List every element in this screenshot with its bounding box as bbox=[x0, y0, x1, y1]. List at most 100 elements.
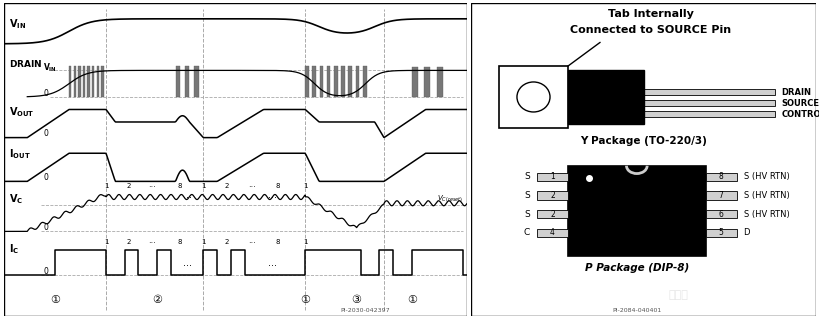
Text: C: C bbox=[523, 228, 529, 237]
Text: SOURCE: SOURCE bbox=[781, 99, 818, 108]
Text: 0: 0 bbox=[43, 130, 48, 138]
Text: D: D bbox=[743, 228, 749, 237]
Bar bbox=[363, 66, 366, 97]
Text: 0: 0 bbox=[43, 223, 48, 232]
Circle shape bbox=[516, 82, 550, 112]
Text: S: S bbox=[523, 210, 529, 219]
Bar bbox=[184, 66, 189, 97]
Text: 8: 8 bbox=[178, 183, 182, 189]
Text: 1: 1 bbox=[550, 172, 554, 181]
Bar bbox=[78, 66, 80, 97]
Text: 8: 8 bbox=[275, 240, 279, 246]
Bar bbox=[643, 100, 774, 106]
Text: Tab Internally: Tab Internally bbox=[607, 10, 693, 19]
Text: S: S bbox=[523, 191, 529, 200]
Bar bbox=[194, 66, 198, 97]
Bar bbox=[355, 66, 359, 97]
Bar bbox=[312, 66, 315, 97]
Text: ...: ... bbox=[247, 236, 256, 246]
Text: 1: 1 bbox=[104, 240, 108, 246]
Text: 8: 8 bbox=[275, 183, 279, 189]
Bar bbox=[536, 210, 568, 218]
Text: 2: 2 bbox=[550, 191, 554, 200]
Text: 2: 2 bbox=[550, 210, 554, 219]
Text: 6: 6 bbox=[718, 210, 722, 219]
Bar bbox=[69, 66, 71, 97]
Text: Connected to SOURCE Pin: Connected to SOURCE Pin bbox=[569, 25, 731, 35]
Text: 1: 1 bbox=[201, 183, 206, 189]
Text: 8: 8 bbox=[178, 240, 182, 246]
Text: PI-2084-040401: PI-2084-040401 bbox=[612, 308, 661, 313]
Text: 2: 2 bbox=[224, 183, 229, 189]
Text: Y Package (TO-220/3): Y Package (TO-220/3) bbox=[580, 136, 706, 146]
Text: ...: ... bbox=[268, 258, 277, 268]
Text: 1: 1 bbox=[303, 240, 307, 246]
Text: 小飞哥: 小飞哥 bbox=[667, 290, 687, 300]
Text: S (HV RTN): S (HV RTN) bbox=[743, 210, 789, 219]
Bar bbox=[411, 67, 418, 97]
Text: CONTROL: CONTROL bbox=[781, 110, 819, 119]
Bar bbox=[643, 111, 774, 117]
Bar bbox=[705, 229, 735, 237]
Text: ①: ① bbox=[300, 295, 310, 305]
Text: $\mathbf{V_{IN}}$: $\mathbf{V_{IN}}$ bbox=[43, 62, 57, 74]
Bar bbox=[568, 70, 643, 123]
Text: ...: ... bbox=[148, 236, 156, 246]
Text: S: S bbox=[523, 172, 529, 181]
Bar bbox=[175, 66, 180, 97]
Bar bbox=[436, 67, 442, 97]
Bar bbox=[92, 66, 94, 97]
Text: $\mathbf{I_C}$: $\mathbf{I_C}$ bbox=[9, 242, 19, 256]
Text: 0: 0 bbox=[43, 173, 48, 182]
Bar bbox=[705, 191, 735, 199]
Text: ①: ① bbox=[406, 295, 416, 305]
Text: 2: 2 bbox=[127, 240, 131, 246]
Text: 4: 4 bbox=[550, 228, 554, 237]
Bar bbox=[568, 166, 705, 256]
Text: ...: ... bbox=[148, 180, 156, 189]
Text: ...: ... bbox=[268, 190, 277, 200]
Bar bbox=[536, 191, 568, 199]
Text: $\mathbf{V_{OUT}}$: $\mathbf{V_{OUT}}$ bbox=[9, 105, 34, 119]
Bar bbox=[74, 66, 76, 97]
Text: 7: 7 bbox=[718, 191, 722, 200]
Text: DRAIN: DRAIN bbox=[781, 88, 811, 97]
Text: $\mathbf{I_{OUT}}$: $\mathbf{I_{OUT}}$ bbox=[9, 147, 30, 161]
Bar bbox=[643, 89, 774, 95]
Bar bbox=[333, 66, 337, 97]
Text: 0: 0 bbox=[43, 267, 48, 276]
Bar bbox=[327, 66, 330, 97]
Text: ...: ... bbox=[183, 258, 192, 268]
Bar bbox=[88, 66, 90, 97]
Text: 1: 1 bbox=[303, 183, 307, 189]
Bar bbox=[348, 66, 351, 97]
Text: ...: ... bbox=[183, 190, 192, 200]
Text: $\mathbf{DRAIN}$: $\mathbf{DRAIN}$ bbox=[9, 58, 42, 69]
Text: S (HV RTN): S (HV RTN) bbox=[743, 172, 789, 181]
Text: $\mathbf{V_C}$: $\mathbf{V_C}$ bbox=[9, 192, 23, 206]
Bar bbox=[102, 66, 103, 97]
Text: 2: 2 bbox=[224, 240, 229, 246]
Text: 1: 1 bbox=[201, 240, 206, 246]
Bar bbox=[97, 66, 99, 97]
Text: ...: ... bbox=[247, 180, 256, 189]
Text: 2: 2 bbox=[127, 183, 131, 189]
Text: ③: ③ bbox=[351, 295, 360, 305]
Text: ①: ① bbox=[50, 295, 60, 305]
Text: $\mathbf{V_{IN}}$: $\mathbf{V_{IN}}$ bbox=[9, 17, 26, 31]
Text: $V_{C(reset)}$: $V_{C(reset)}$ bbox=[437, 193, 462, 204]
Bar bbox=[705, 173, 735, 181]
Bar bbox=[83, 66, 85, 97]
Bar bbox=[423, 67, 430, 97]
Bar bbox=[341, 66, 345, 97]
Text: 1: 1 bbox=[104, 183, 108, 189]
Text: ②: ② bbox=[152, 295, 162, 305]
Text: PI-2030-042397: PI-2030-042397 bbox=[340, 308, 390, 313]
Text: 8: 8 bbox=[718, 172, 722, 181]
Bar bbox=[499, 66, 568, 128]
Bar bbox=[536, 173, 568, 181]
Text: S (HV RTN): S (HV RTN) bbox=[743, 191, 789, 200]
Bar bbox=[536, 229, 568, 237]
Text: 0: 0 bbox=[43, 89, 48, 98]
Bar bbox=[305, 66, 309, 97]
